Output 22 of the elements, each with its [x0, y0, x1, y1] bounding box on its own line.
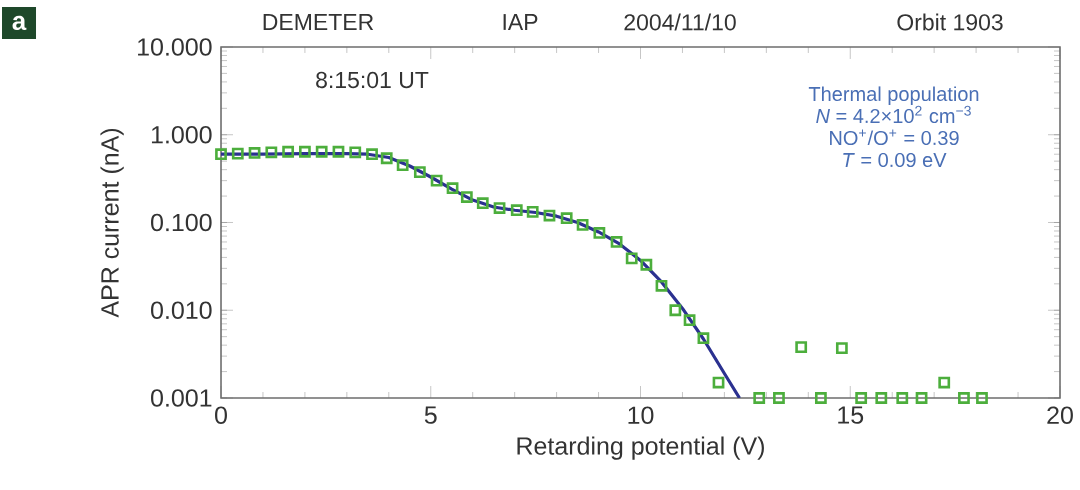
y-tick-label: 1.000 [151, 125, 212, 144]
y-tick-label: 0.001 [151, 389, 212, 407]
y-tick-label: 10.000 [138, 38, 212, 56]
y-tick-label: 0.010 [151, 301, 212, 320]
text: 2004/11/10 [624, 13, 736, 31]
x-tick-label: 10 [628, 406, 654, 425]
annotation: N = 4.2×10$^{2}$ cm$^{−3}$ [816, 105, 971, 124]
x-tick-label: 15 [838, 406, 864, 424]
annotation: T = 0.09 eV [843, 152, 947, 168]
annotation: Thermal population [808, 86, 979, 106]
x-tick-label: 5 [424, 406, 437, 424]
text: a [12, 15, 27, 31]
annotation: 8:15:01 UT [316, 71, 429, 89]
x-axis-title: Retarding potential (V) [517, 436, 764, 460]
y-axis-title: APR current (nA) [100, 128, 124, 318]
text: IAP [503, 14, 538, 30]
text: DEMETER [263, 14, 374, 30]
annotation: NO$^{+}$/O$^{+}$ = 0.39 [830, 129, 959, 146]
text: Orbit 1903 [897, 13, 1003, 31]
x-tick-label: 0 [215, 406, 227, 425]
x-tick-label: 20 [1047, 406, 1073, 425]
y-tick-label: 0.100 [151, 213, 212, 232]
